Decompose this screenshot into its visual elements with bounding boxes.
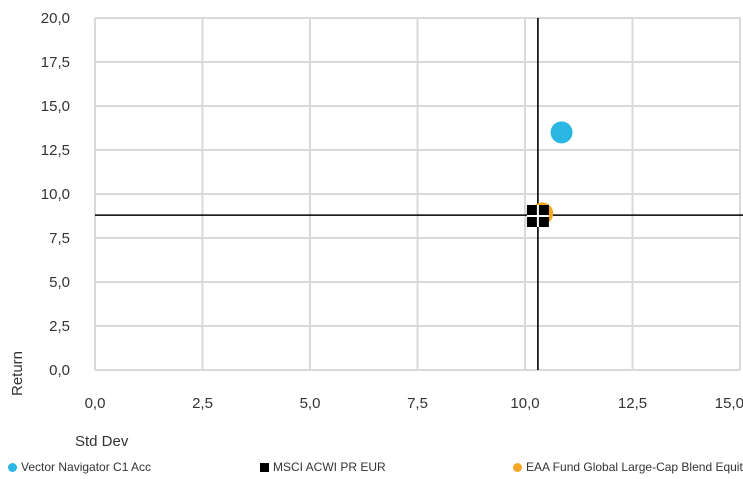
x-axis-title: Std Dev: [75, 433, 129, 450]
legend-item-msci-acwi: MSCI ACWI PR EUR: [260, 460, 386, 474]
x-tick-label: 2,5: [192, 395, 213, 412]
x-tick-label: 10,0: [510, 395, 539, 412]
y-axis-title: Return: [9, 351, 26, 396]
x-tick-label: 7,5: [407, 395, 428, 412]
y-tick-label: 10,0: [41, 186, 70, 203]
x-tick-label: 5,0: [300, 395, 321, 412]
legend-square-icon: [260, 462, 269, 472]
y-tick-label: 12,5: [41, 142, 70, 159]
y-tick-label: 7,5: [49, 230, 70, 247]
legend-label: MSCI ACWI PR EUR: [273, 460, 386, 474]
legend-item-eaa-fund: EAA Fund Global Large-Cap Blend Equity: [513, 460, 743, 474]
y-tick-label: 20,0: [41, 10, 70, 27]
benchmark-crosshair: [95, 18, 743, 370]
y-tick-label: 2,5: [49, 318, 70, 335]
tick-labels: 0,0 2,5 5,0 7,5 10,0 12,5 15,0 17,5 20,0 0,0 2,5 5,…: [41, 10, 743, 412]
grid-lines: [94, 17, 741, 371]
legend-label: EAA Fund Global Large-Cap Blend Equity: [526, 460, 743, 474]
legend-circle-icon: [8, 462, 17, 472]
y-tick-label: 5,0: [49, 274, 70, 291]
data-point-circle: [550, 121, 573, 144]
y-tick-label: 17,5: [41, 54, 70, 71]
y-tick-label: 15,0: [41, 98, 70, 115]
x-tick-label: 12,5: [618, 395, 647, 412]
data-points: [526, 121, 573, 227]
y-tick-label: 0,0: [49, 362, 70, 379]
x-tick-label: 15,0: [715, 395, 743, 412]
legend-item-vector-navigator: Vector Navigator C1 Acc: [8, 460, 151, 474]
x-tick-label: 0,0: [85, 395, 106, 412]
legend-label: Vector Navigator C1 Acc: [21, 460, 152, 474]
legend-circle-icon: [513, 462, 522, 472]
